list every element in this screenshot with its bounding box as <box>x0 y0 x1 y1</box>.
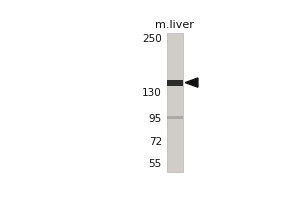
Polygon shape <box>185 78 198 87</box>
Text: 250: 250 <box>142 34 162 44</box>
Text: 72: 72 <box>148 137 162 147</box>
Bar <box>167 116 183 119</box>
Text: m.liver: m.liver <box>155 20 194 30</box>
Bar <box>167 33 183 172</box>
Text: 95: 95 <box>148 114 162 124</box>
Text: 130: 130 <box>142 88 162 98</box>
Text: 55: 55 <box>148 159 162 169</box>
Bar <box>167 80 183 86</box>
